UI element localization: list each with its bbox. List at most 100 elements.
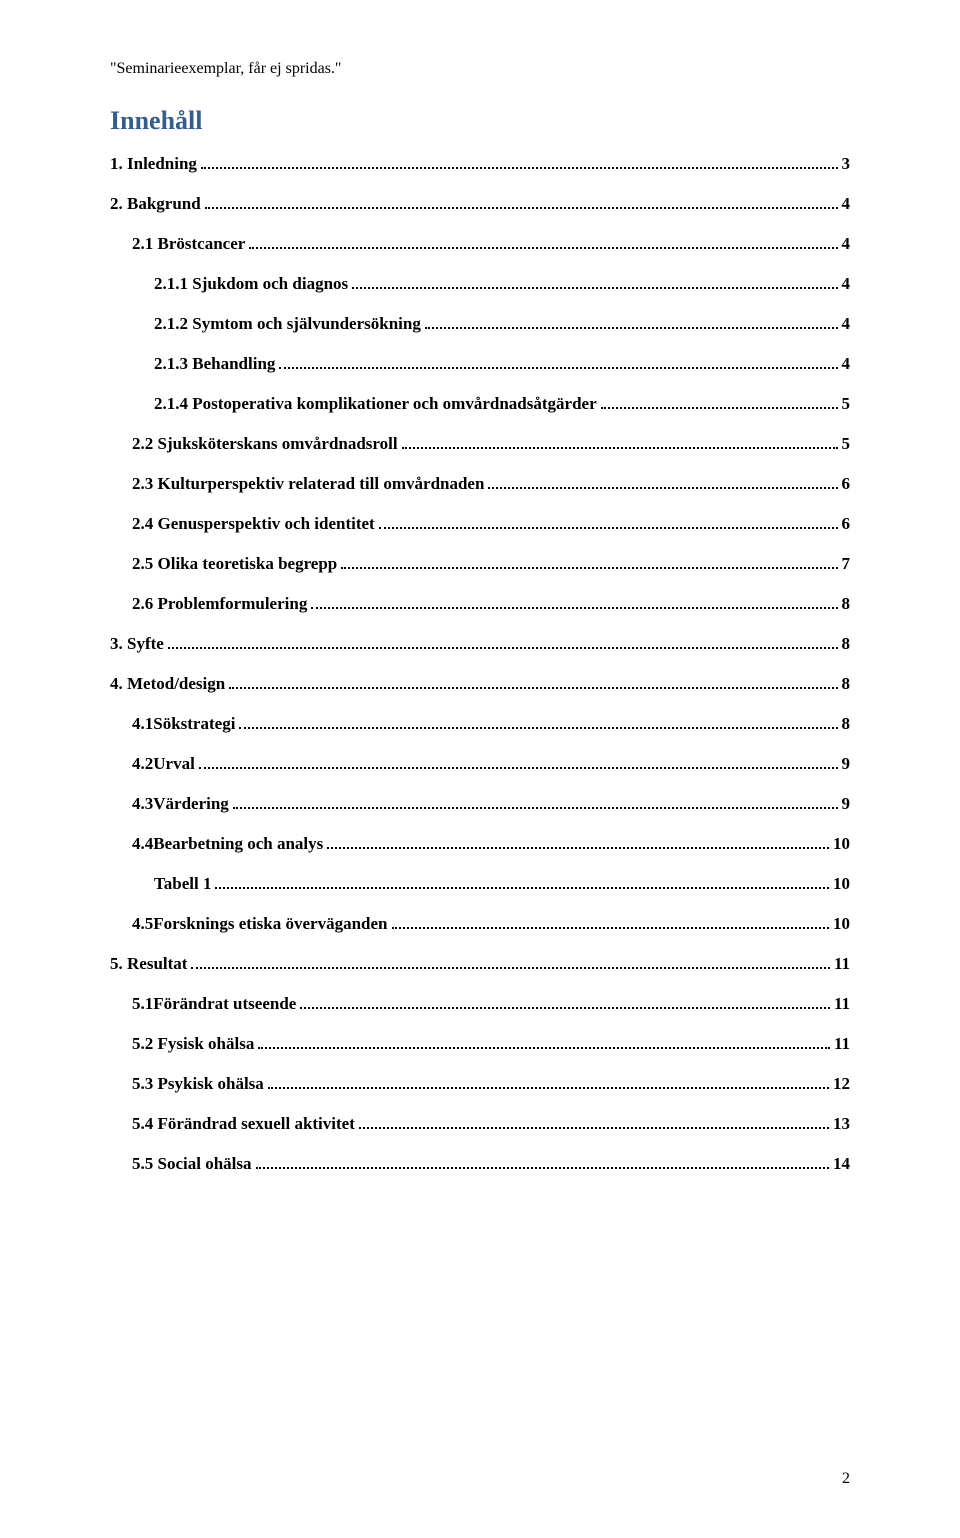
toc-entry-label: 2.1.4 Postoperativa komplikationer och o…	[154, 394, 597, 414]
toc-entry-page: 4	[842, 234, 851, 254]
toc-entry-label: 4. Metod/design	[110, 674, 225, 694]
toc-leader	[168, 647, 838, 649]
toc-leader	[258, 1047, 830, 1049]
toc-leader	[249, 247, 837, 249]
toc-entry-page: 11	[834, 1034, 850, 1054]
toc-entry-page: 13	[833, 1114, 850, 1134]
toc-entry[interactable]: Tabell 1 10	[110, 874, 850, 894]
toc-entry[interactable]: 2.1.3 Behandling 4	[110, 354, 850, 374]
toc-entry-page: 9	[842, 794, 851, 814]
header-note: "Seminarieexemplar, får ej spridas."	[110, 60, 850, 78]
toc-entry[interactable]: 2.1.1 Sjukdom och diagnos4	[110, 274, 850, 294]
toc-entry[interactable]: 3. Syfte 8	[110, 634, 850, 654]
toc-entry[interactable]: 4. Metod/design 8	[110, 674, 850, 694]
toc-entry-page: 11	[834, 954, 850, 974]
page-number: 2	[842, 1470, 850, 1488]
toc-leader	[425, 327, 838, 329]
toc-leader	[191, 967, 829, 969]
toc-entry[interactable]: 4.5Forsknings etiska överväganden 10	[110, 914, 850, 934]
toc-entry[interactable]: 2. Bakgrund 4	[110, 194, 850, 214]
toc-entry-page: 8	[842, 674, 851, 694]
toc-entry[interactable]: 4.3Värdering9	[110, 794, 850, 814]
toc-entry[interactable]: 2.1.2 Symtom och självundersökning 4	[110, 314, 850, 334]
toc-entry-label: Tabell 1	[154, 874, 211, 894]
toc-entry[interactable]: 2.3 Kulturperspektiv relaterad till omvå…	[110, 474, 850, 494]
toc-entry[interactable]: 5.5 Social ohälsa14	[110, 1154, 850, 1174]
toc-entry[interactable]: 2.5 Olika teoretiska begrepp 7	[110, 554, 850, 574]
toc-entry-label: 4.2Urval	[132, 754, 195, 774]
toc-entry-page: 5	[842, 394, 851, 414]
toc-entry[interactable]: 5.1Förändrat utseende 11	[110, 994, 850, 1014]
toc-entry-label: 4.1Sökstrategi	[132, 714, 235, 734]
toc-entry[interactable]: 2.6 Problemformulering 8	[110, 594, 850, 614]
toc-entry[interactable]: 5.3 Psykisk ohälsa 12	[110, 1074, 850, 1094]
toc-leader	[300, 1007, 830, 1009]
toc-entry-page: 8	[842, 634, 851, 654]
toc-entry-label: 2.3 Kulturperspektiv relaterad till omvå…	[132, 474, 484, 494]
toc-entry-page: 8	[842, 714, 851, 734]
toc-leader	[233, 807, 838, 809]
toc-entry-page: 9	[842, 754, 851, 774]
toc-entry-label: 2.2 Sjuksköterskans omvårdnadsroll	[132, 434, 398, 454]
toc-entry[interactable]: 1. Inledning3	[110, 154, 850, 174]
toc-entry[interactable]: 4.1Sökstrategi 8	[110, 714, 850, 734]
toc-leader	[352, 287, 837, 289]
toc-entry-page: 4	[842, 314, 851, 334]
toc-entry-page: 4	[842, 274, 851, 294]
toc-entry-label: 5. Resultat	[110, 954, 187, 974]
toc-leader	[402, 447, 838, 449]
toc-leader	[341, 567, 837, 569]
toc-entry-label: 3. Syfte	[110, 634, 164, 654]
toc-leader	[229, 687, 837, 689]
toc-entry-page: 6	[842, 514, 851, 534]
toc-container: 1. Inledning32. Bakgrund42.1 Bröstcancer…	[110, 154, 850, 1174]
toc-leader	[488, 487, 837, 489]
toc-entry-page: 12	[833, 1074, 850, 1094]
toc-entry-label: 5.5 Social ohälsa	[132, 1154, 252, 1174]
toc-entry-label: 5.3 Psykisk ohälsa	[132, 1074, 264, 1094]
toc-leader	[239, 727, 837, 729]
toc-entry-label: 4.4Bearbetning och analys	[132, 834, 323, 854]
toc-entry-label: 2.4 Genusperspektiv och identitet	[132, 514, 375, 534]
toc-entry-page: 4	[842, 354, 851, 374]
toc-entry-page: 7	[842, 554, 851, 574]
toc-leader	[279, 367, 837, 369]
toc-entry-page: 4	[842, 194, 851, 214]
toc-leader	[311, 607, 837, 609]
toc-entry-label: 2.5 Olika teoretiska begrepp	[132, 554, 337, 574]
toc-entry[interactable]: 5. Resultat 11	[110, 954, 850, 974]
toc-entry-page: 8	[842, 594, 851, 614]
toc-entry-page: 6	[842, 474, 851, 494]
toc-entry-label: 2.1.2 Symtom och självundersökning	[154, 314, 421, 334]
toc-entry-page: 10	[833, 874, 850, 894]
toc-entry-page: 11	[834, 994, 850, 1014]
toc-leader	[601, 407, 838, 409]
toc-leader	[327, 847, 829, 849]
toc-entry-page: 5	[842, 434, 851, 454]
toc-entry-label: 5.1Förändrat utseende	[132, 994, 296, 1014]
toc-leader	[268, 1087, 829, 1089]
toc-leader	[215, 887, 829, 889]
toc-entry-label: 2. Bakgrund	[110, 194, 201, 214]
toc-entry-page: 10	[833, 914, 850, 934]
toc-entry-label: 2.1.3 Behandling	[154, 354, 275, 374]
toc-entry[interactable]: 5.4 Förändrad sexuell aktivitet 13	[110, 1114, 850, 1134]
toc-entry[interactable]: 2.1.4 Postoperativa komplikationer och o…	[110, 394, 850, 414]
toc-entry[interactable]: 2.4 Genusperspektiv och identitet 6	[110, 514, 850, 534]
toc-leader	[359, 1127, 829, 1129]
toc-entry[interactable]: 4.4Bearbetning och analys10	[110, 834, 850, 854]
toc-entry[interactable]: 5.2 Fysisk ohälsa 11	[110, 1034, 850, 1054]
toc-entry[interactable]: 4.2Urval 9	[110, 754, 850, 774]
toc-leader	[199, 767, 838, 769]
toc-entry-label: 5.2 Fysisk ohälsa	[132, 1034, 254, 1054]
toc-leader	[205, 207, 838, 209]
toc-title: Innehåll	[110, 106, 850, 136]
toc-leader	[201, 167, 838, 169]
toc-leader	[256, 1167, 830, 1169]
toc-entry-label: 2.6 Problemformulering	[132, 594, 307, 614]
toc-entry-label: 5.4 Förändrad sexuell aktivitet	[132, 1114, 355, 1134]
toc-entry[interactable]: 2.2 Sjuksköterskans omvårdnadsroll 5	[110, 434, 850, 454]
toc-entry[interactable]: 2.1 Bröstcancer4	[110, 234, 850, 254]
toc-entry-page: 3	[842, 154, 851, 174]
toc-entry-label: 4.5Forsknings etiska överväganden	[132, 914, 388, 934]
